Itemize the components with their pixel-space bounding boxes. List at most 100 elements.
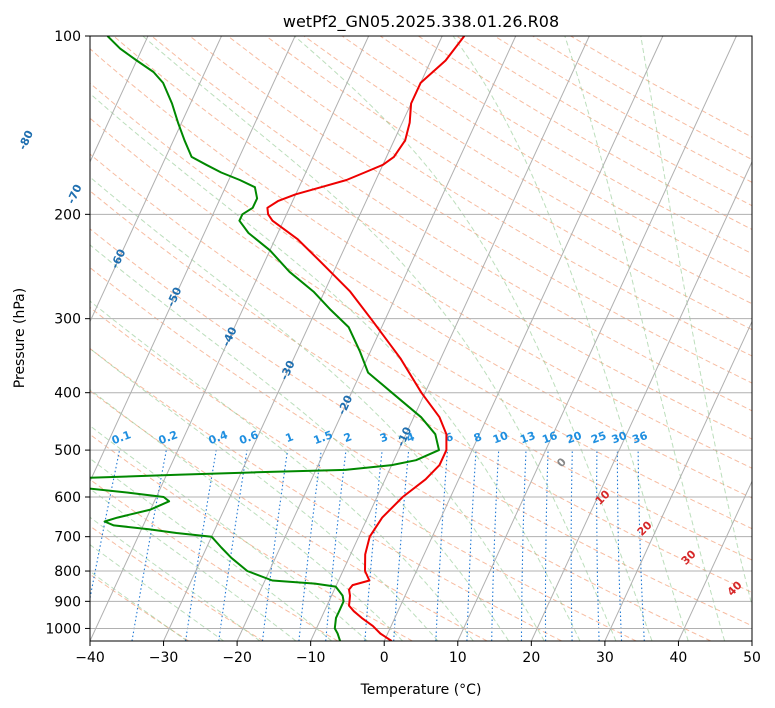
isotherm-line (90, 36, 149, 164)
moist-adiabat (564, 36, 726, 641)
mixing-ratio-line (298, 450, 322, 641)
y-tick-label: 300 (54, 312, 81, 328)
dry-adiabat (90, 117, 752, 530)
mixing-ratio-label: 16 (540, 429, 559, 447)
moist-adiabat (142, 36, 617, 641)
mixing-ratio-label: 8 (472, 430, 484, 445)
mixing-ratio-label: 0.2 (157, 428, 180, 447)
dry-adiabat (90, 478, 339, 641)
y-tick-label: 800 (54, 564, 81, 580)
mixing-ratio-label: 36 (631, 429, 650, 447)
y-tick-label: 1000 (45, 621, 81, 637)
mixing-ratio-labels: 0.1 0.2 0.4 0.6 1 1.5 2 3 4 6 8 10 13 16 20 25 30 36 (110, 428, 650, 447)
dry-adiabat (90, 190, 752, 594)
mixing-ratio-label: 1.5 (312, 428, 335, 447)
y-tick-label: 700 (54, 530, 81, 546)
dry-adiabat (90, 573, 189, 641)
mixing-ratio-line (325, 450, 347, 641)
temperature-line (266, 36, 466, 641)
mixing-ratio-label: 1 (284, 430, 296, 445)
pressure-gridlines (90, 36, 752, 629)
background-lines (0, 36, 752, 641)
dry-adiabat (151, 36, 752, 412)
mixing-ratio-line (261, 450, 289, 641)
plot-frame (89, 35, 753, 642)
isotherm-line (310, 36, 590, 641)
isotherm-line (751, 639, 752, 641)
mixing-ratio-label: 0.6 (237, 428, 260, 447)
isotherm-line (90, 36, 296, 483)
y-tick-label: 100 (54, 29, 81, 45)
x-axis-ticks: −40 −30 −20 −10 0 10 20 30 40 50 (75, 641, 761, 666)
y-axis-label: Pressure (hPa) (12, 288, 28, 388)
moist-adiabat (452, 36, 689, 641)
isotherm-line (90, 36, 370, 641)
isotherm-line (530, 160, 752, 641)
moist-adiabat (90, 457, 333, 641)
moist-adiabat (90, 425, 368, 641)
moist-adiabat (640, 36, 752, 608)
plot-background (90, 36, 752, 641)
chart-title: wetPf2_GN05.2025.338.01.26.R08 (283, 12, 559, 32)
x-tick-label: −20 (222, 650, 252, 666)
mixing-ratio-label: 20 (565, 429, 584, 447)
isotherm-line (236, 36, 517, 641)
dry-adiabat (90, 347, 562, 641)
isotherm-line (90, 36, 222, 323)
y-axis-ticks: 100 200 300 400 500 600 700 800 900 1000 (45, 29, 90, 637)
mixing-ratio-label: 10 (491, 429, 510, 447)
dry-adiabat (90, 48, 752, 469)
x-tick-label: −30 (149, 650, 179, 666)
dry-adiabat (303, 36, 752, 305)
mixing-ratio-label: 2 (342, 430, 354, 445)
x-tick-label: 30 (596, 650, 614, 666)
isotherm-label: -70 (65, 182, 85, 206)
mixing-ratio-label: 13 (518, 429, 537, 446)
y-tick-label: 600 (54, 490, 81, 506)
x-axis-label: Temperature (°C) (360, 682, 482, 698)
isotherm-line (163, 36, 443, 641)
x-tick-label: 20 (522, 650, 540, 666)
moist-adiabat (90, 347, 439, 641)
moist-adiabat (90, 244, 510, 641)
dewpoint-line (90, 36, 440, 641)
moist-adiabat (90, 176, 545, 641)
x-tick-label: −10 (296, 650, 326, 666)
sounding-series (90, 36, 466, 641)
mixing-ratio-label: 0.1 (110, 428, 133, 447)
mixing-ratio-label: 25 (589, 429, 608, 446)
moist-adiabat (90, 389, 403, 641)
dry-adiabat (90, 266, 712, 641)
isotherm-line (457, 36, 737, 641)
dry-adiabat (90, 390, 488, 641)
x-tick-label: 0 (380, 650, 389, 666)
x-tick-label: 10 (449, 650, 467, 666)
isotherm-line (0, 36, 1, 641)
mixing-ratio-label: 30 (610, 429, 629, 447)
x-tick-label: 50 (743, 650, 761, 666)
mixing-ratio-line (393, 450, 410, 641)
isotherm-line (677, 480, 752, 641)
isotherm-line (383, 36, 664, 641)
mixing-ratio-label: 6 (443, 430, 455, 445)
mixing-ratio-label: 3 (378, 430, 390, 445)
y-tick-label: 200 (54, 207, 81, 223)
dry-adiabat (90, 433, 413, 641)
isotherm-label: -80 (16, 128, 36, 152)
moist-adiabat (90, 92, 581, 641)
mixing-ratio-label: 0.4 (207, 428, 230, 447)
mixing-ratio-label: 4 (405, 430, 417, 445)
dry-adiabat (113, 36, 752, 440)
moist-adiabat (294, 36, 653, 641)
dry-adiabat (265, 36, 752, 331)
y-tick-label: 400 (54, 386, 81, 402)
x-tick-label: 40 (670, 650, 688, 666)
y-tick-label: 900 (54, 594, 81, 610)
x-tick-label: −40 (75, 650, 105, 666)
moist-adiabat (90, 544, 224, 641)
moist-adiabat (90, 570, 188, 641)
isotherm-line (604, 320, 752, 641)
mixing-ratio-line (218, 450, 248, 641)
mixing-ratio-line (364, 450, 383, 641)
